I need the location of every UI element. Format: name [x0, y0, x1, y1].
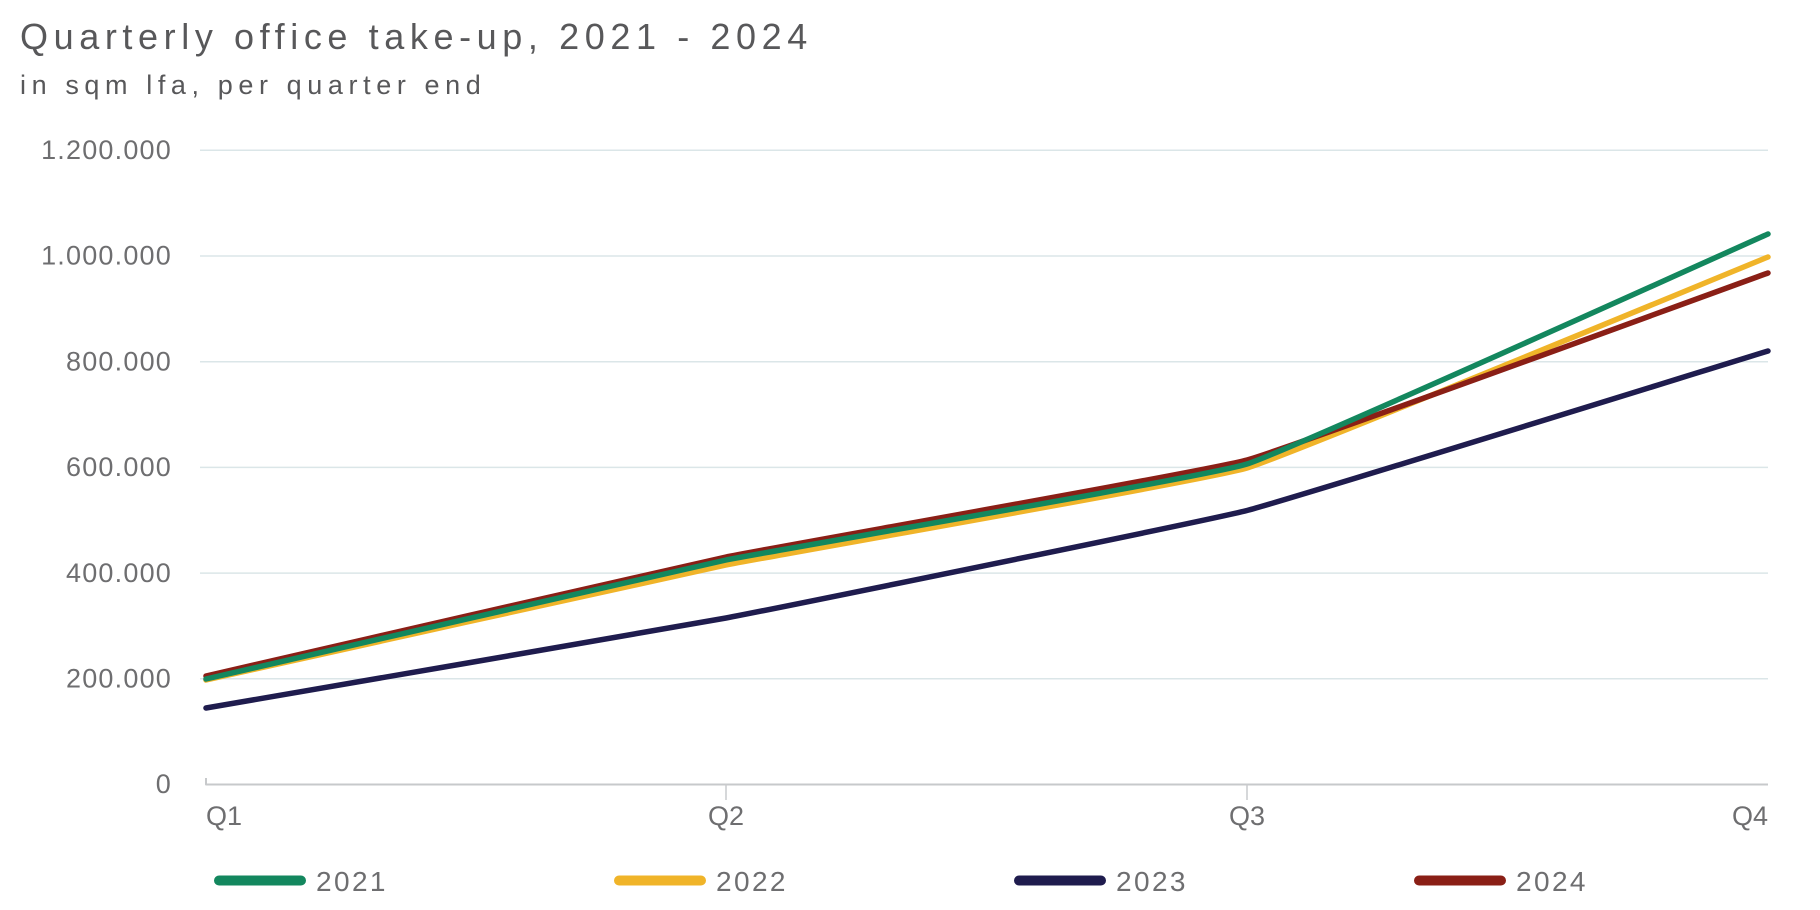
svg-text:2024: 2024: [1516, 866, 1588, 897]
svg-text:2023: 2023: [1116, 866, 1188, 897]
svg-text:800.000: 800.000: [66, 346, 172, 376]
svg-text:0: 0: [156, 769, 172, 799]
svg-text:Q4: Q4: [1732, 801, 1768, 831]
svg-text:2021: 2021: [316, 866, 388, 897]
svg-text:1.200.000: 1.200.000: [41, 135, 172, 165]
svg-text:Q1: Q1: [206, 801, 242, 831]
svg-text:2022: 2022: [716, 866, 788, 897]
svg-text:Q3: Q3: [1229, 801, 1265, 831]
svg-text:600.000: 600.000: [66, 452, 172, 482]
svg-text:1.000.000: 1.000.000: [41, 241, 172, 271]
svg-text:Q2: Q2: [708, 801, 744, 831]
svg-text:200.000: 200.000: [66, 664, 172, 694]
svg-text:400.000: 400.000: [66, 558, 172, 588]
